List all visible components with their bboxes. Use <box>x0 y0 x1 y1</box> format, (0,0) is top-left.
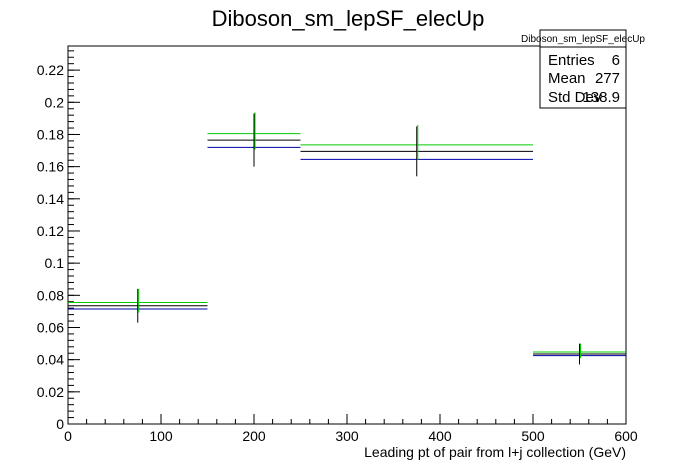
stats-entries-value: 6 <box>612 52 620 69</box>
stats-box-title: Diboson_sm_lepSF_elecUp <box>521 34 645 45</box>
stats-entries-label: Entries <box>548 52 595 69</box>
y-tick-label: 0.16 <box>37 159 64 175</box>
stats-stddev-label: Std Dev <box>548 89 602 106</box>
y-tick-label: 0.04 <box>37 352 64 368</box>
x-tick-label: 0 <box>64 428 72 444</box>
stats-mean-value: 277 <box>595 70 620 87</box>
y-tick-label: 0.02 <box>37 384 64 400</box>
x-tick-label: 500 <box>521 428 545 444</box>
y-tick-label: 0.2 <box>45 94 65 110</box>
y-tick-label: 0.18 <box>37 126 64 142</box>
x-tick-label: 300 <box>335 428 359 444</box>
y-tick-label: 0.08 <box>37 287 64 303</box>
y-tick-label: 0.1 <box>45 255 65 271</box>
y-tick-label: 0.22 <box>37 62 64 78</box>
x-tick-label: 600 <box>614 428 638 444</box>
axis-ticks: 0 100 200 300 400 500 600 0 0.02 0.04 0.06 0.08 0.1 0… <box>37 50 638 444</box>
x-tick-label: 200 <box>242 428 266 444</box>
stats-stddev-value: 138.9 <box>582 89 620 106</box>
stats-mean-label: Mean <box>548 70 586 87</box>
y-tick-label: 0.14 <box>37 191 64 207</box>
x-tick-label: 100 <box>149 428 173 444</box>
x-tick-label: 400 <box>428 428 452 444</box>
stats-box: Diboson_sm_lepSF_elecUp Entries 6 Mean 2… <box>521 29 645 109</box>
data-series <box>68 112 626 365</box>
y-tick-label: 0 <box>56 416 64 432</box>
y-tick-label: 0.12 <box>37 223 64 239</box>
stats-box-frame <box>539 29 627 109</box>
y-tick-label: 0.06 <box>37 319 64 335</box>
chart-title: Diboson_sm_lepSF_elecUp <box>212 6 485 31</box>
x-axis-label: Leading pt of pair from l+j collection (… <box>364 444 626 460</box>
